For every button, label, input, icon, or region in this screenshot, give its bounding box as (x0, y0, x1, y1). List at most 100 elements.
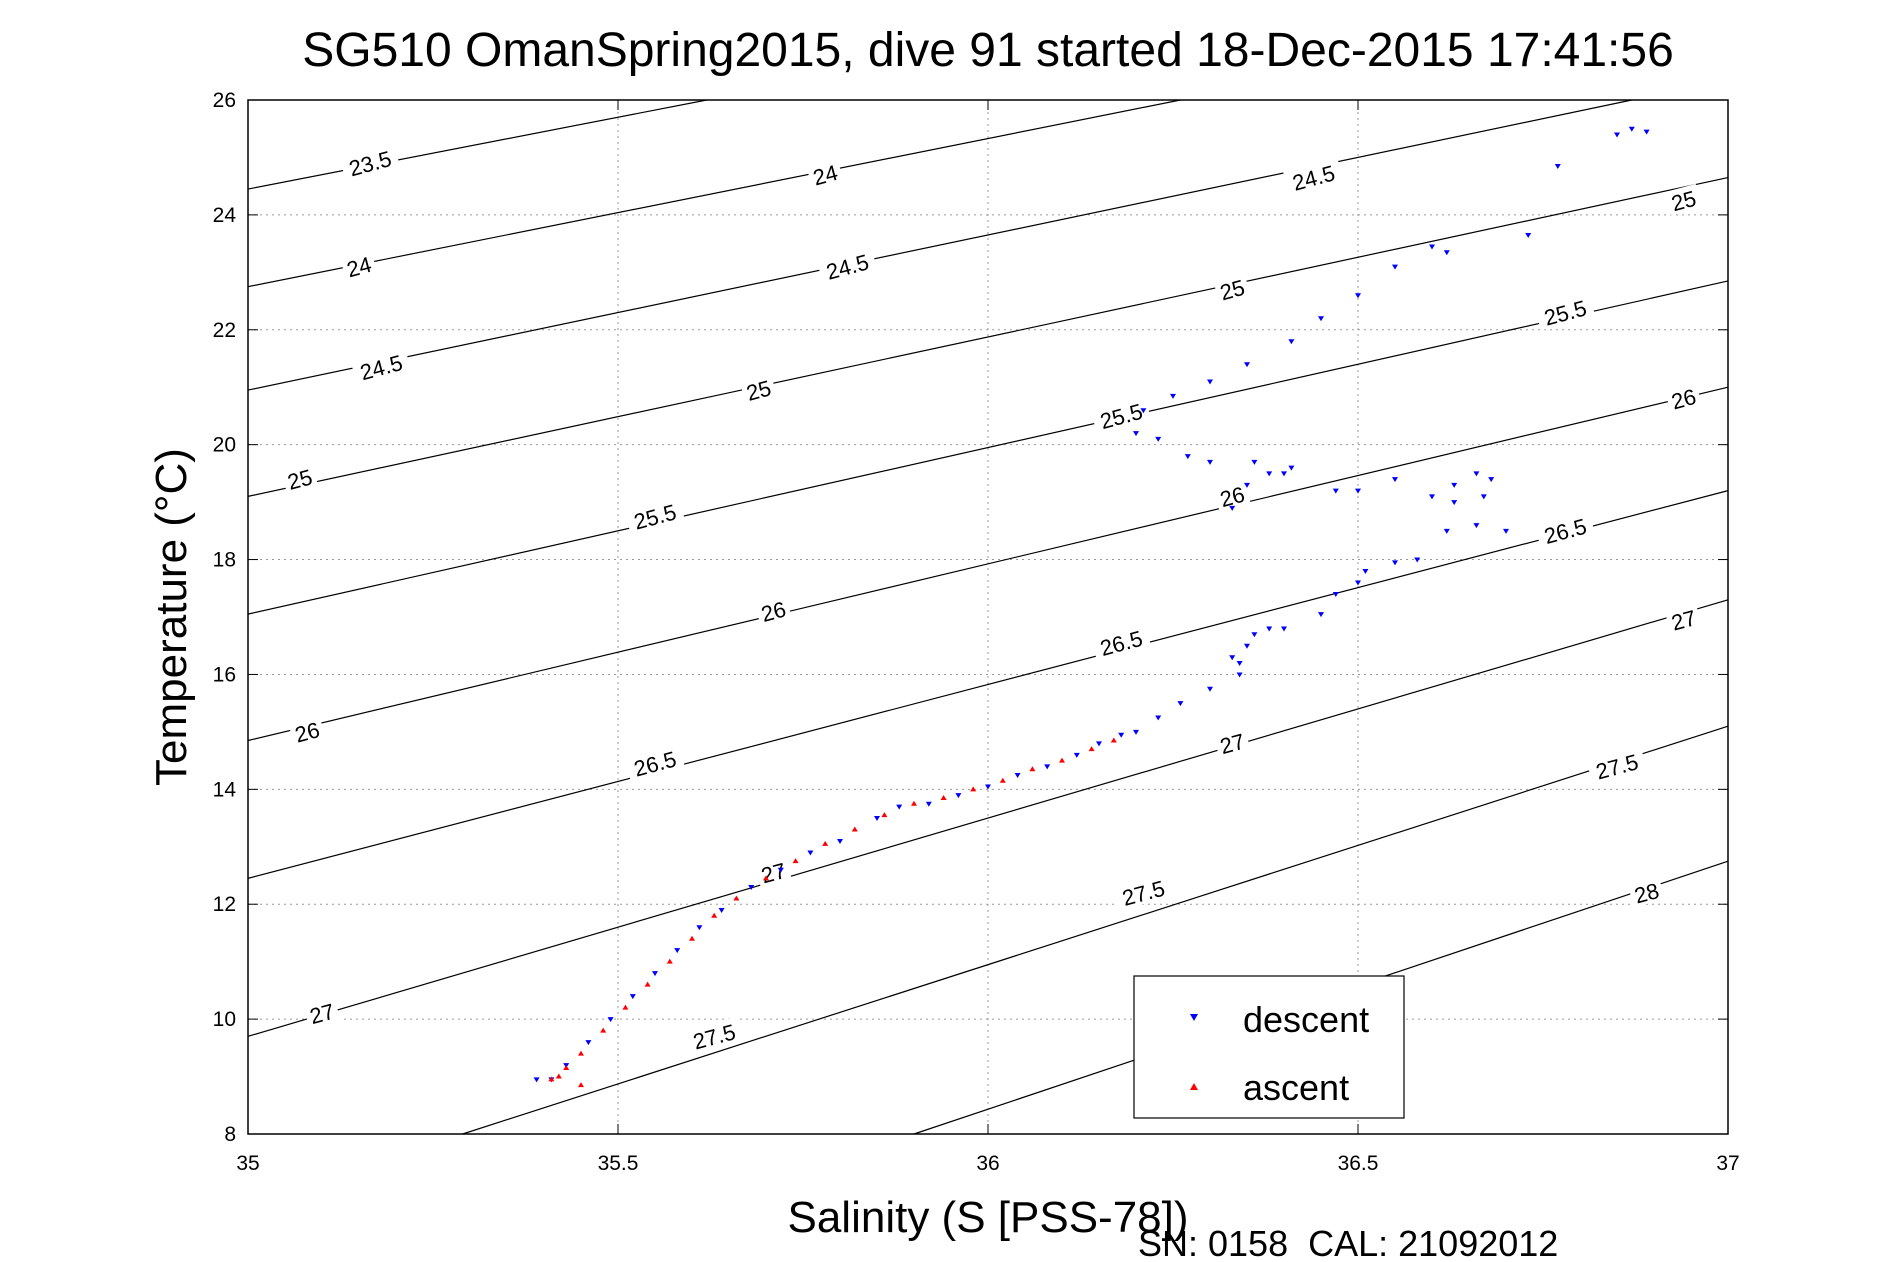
descent-point (1177, 701, 1184, 707)
descent-point (629, 994, 636, 1000)
descent-point (1318, 612, 1324, 618)
chart-title: SG510 OmanSpring2015, dive 91 started 18… (302, 24, 1674, 77)
density-contour-25.5 (247, 280, 1729, 615)
contour-label-bg (683, 1016, 745, 1055)
ascent-point (563, 1064, 570, 1070)
density-contour-26 (247, 386, 1729, 742)
contour-label: 25.5 (1541, 295, 1589, 330)
descent-point (1628, 126, 1635, 132)
ascent-point (881, 812, 888, 818)
descent-point (1096, 741, 1102, 747)
descent-point (874, 816, 880, 822)
legend: descent ascent (1133, 975, 1405, 1119)
density-contour-24.5 (247, 99, 1632, 391)
grid-lines (247, 99, 1729, 1135)
contour-label-bg (1664, 183, 1702, 216)
density-contour-26.5 (247, 490, 1729, 879)
descent-point (1503, 528, 1509, 534)
descent-point (1332, 488, 1339, 494)
contour-label-bg (340, 249, 378, 282)
ascent-point (578, 1050, 584, 1056)
y-tick-label: 24 (213, 204, 237, 227)
descent-point (1044, 764, 1051, 770)
legend-descent-label: descent (1243, 999, 1369, 1040)
serial-calibration-footer: SN: 0158 CAL: 21092012 (1138, 1223, 1558, 1262)
descent-point (1451, 482, 1458, 488)
series-descent (533, 126, 1650, 1083)
contour-label-bg (1664, 603, 1702, 635)
contour-label-bg (1627, 876, 1665, 908)
x-tick-label: 35 (236, 1152, 259, 1175)
ascent-point (1088, 746, 1095, 752)
descent-point (1443, 528, 1450, 534)
y-tick-label: 8 (224, 1123, 236, 1146)
descent-point (1362, 569, 1369, 575)
descent-point (1266, 626, 1273, 632)
y-tick-label: 16 (213, 663, 236, 686)
descent-point (1614, 132, 1620, 138)
y-tick-label: 14 (213, 778, 237, 801)
descent-point (1480, 494, 1487, 500)
legend-descent-marker (1190, 1014, 1198, 1021)
legend-ascent-marker (1190, 1083, 1198, 1090)
contour-label: 26.5 (1097, 626, 1145, 661)
descent-point (1429, 494, 1435, 500)
x-tick-label: 35.5 (598, 1152, 639, 1175)
descent-point (1355, 580, 1361, 586)
descent-point (1236, 672, 1243, 678)
contour-label: 27.5 (1120, 876, 1168, 911)
descent-point (807, 850, 814, 856)
contour-label-bg (1213, 272, 1251, 305)
descent-point (1133, 431, 1139, 437)
descent-point (1355, 488, 1361, 494)
descent-point (1414, 557, 1421, 563)
descent-point (985, 784, 991, 790)
contour-label-bg (624, 496, 685, 535)
contour-label-bg (1534, 292, 1596, 331)
descent-point (1355, 293, 1361, 299)
series-ascent (548, 737, 1117, 1088)
descent-point (1140, 408, 1147, 414)
contour-label: 23.5 (346, 146, 394, 181)
contour-label: 25.5 (1097, 399, 1145, 434)
ascent-point (911, 800, 917, 806)
descent-point (696, 925, 703, 931)
x-tick-label: 36 (976, 1152, 999, 1175)
descent-point (1281, 471, 1287, 477)
descent-point (1229, 655, 1236, 661)
descent-point (1184, 454, 1191, 460)
descent-point (837, 839, 843, 845)
y-tick-label: 18 (213, 549, 236, 572)
descent-point (1643, 129, 1650, 135)
descent-point (1392, 477, 1398, 483)
contour-label-bg (350, 347, 412, 385)
density-contour-23.5 (247, 99, 707, 190)
descent-point (1155, 715, 1162, 721)
descent-point (1392, 560, 1398, 566)
contour-label: 26.5 (631, 746, 679, 781)
descent-point (1451, 500, 1458, 506)
descent-point (1429, 244, 1435, 250)
descent-point (1207, 686, 1213, 692)
descent-point (955, 793, 962, 799)
ascent-point (666, 958, 673, 964)
contour-label-bg (816, 246, 878, 285)
descent-point (1251, 632, 1258, 638)
density-contour-27.5 (462, 725, 1729, 1135)
descent-point (1170, 393, 1176, 399)
descent-point (748, 884, 755, 890)
contour-label-bg (1213, 726, 1251, 759)
ascent-point (548, 1076, 555, 1082)
descent-point (1014, 772, 1021, 778)
descent-point (896, 804, 903, 810)
contour-label-bg (1664, 382, 1702, 414)
contour-label-bg (1112, 872, 1174, 911)
ascent-point (600, 1027, 607, 1033)
contour-label: 25.5 (631, 499, 679, 534)
descent-point (1332, 592, 1339, 598)
ascent-point (763, 875, 769, 881)
contour-label-bg (1213, 479, 1251, 512)
ascent-point (851, 826, 858, 832)
descent-point (1281, 626, 1287, 632)
